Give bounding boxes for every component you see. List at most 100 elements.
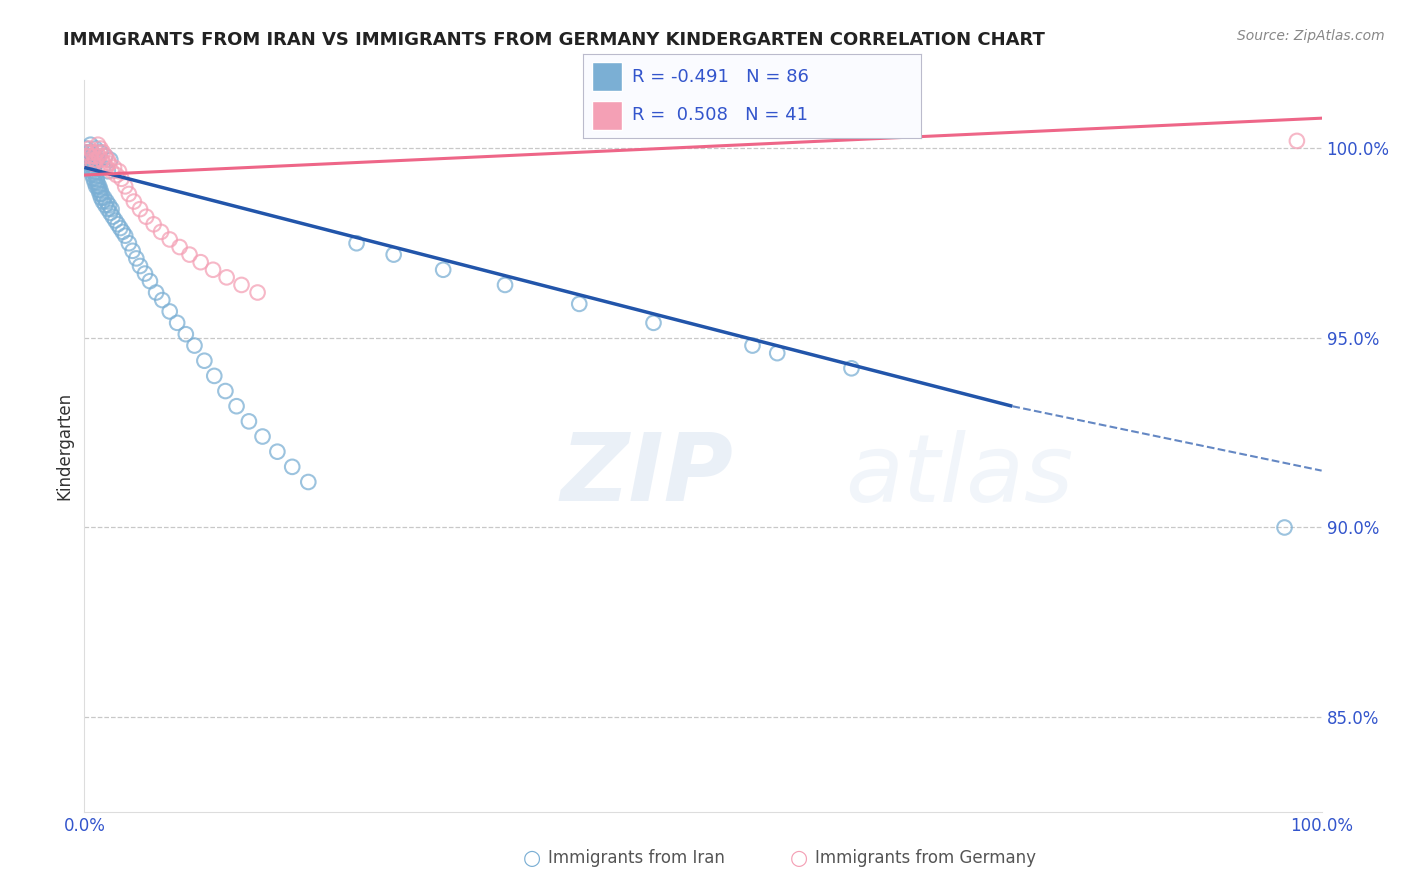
Text: R =  0.508   N = 41: R = 0.508 N = 41 [633, 106, 808, 124]
Point [98, 156, 121, 170]
Point [183, 338, 205, 352]
Point [1274, 520, 1296, 534]
Point [82, 149, 104, 163]
Point [83, 171, 105, 186]
Point [432, 262, 454, 277]
Y-axis label: Kindergarten: Kindergarten [55, 392, 73, 500]
Point [76, 145, 98, 160]
Point [84, 153, 107, 167]
Point [86, 176, 108, 190]
Point [346, 236, 368, 251]
Point [766, 346, 789, 360]
Point [79, 137, 101, 152]
Point [159, 304, 181, 318]
Point [122, 194, 145, 209]
Point [79, 161, 101, 175]
Point [97, 164, 120, 178]
Point [238, 414, 260, 428]
Point [139, 274, 162, 288]
Point [89, 186, 111, 201]
Point [118, 186, 141, 201]
Point [382, 247, 405, 261]
Point [93, 191, 115, 205]
Point [97, 202, 120, 216]
Point [134, 267, 156, 281]
Point [215, 270, 238, 285]
Point [89, 183, 111, 197]
Point [103, 161, 125, 175]
Point [82, 168, 104, 182]
Point [97, 153, 120, 167]
Point [225, 399, 247, 413]
Point [79, 141, 101, 155]
Point [100, 164, 122, 178]
Point [94, 149, 117, 163]
Point [98, 198, 121, 212]
Point [94, 149, 117, 163]
Point [252, 429, 274, 443]
Point [77, 156, 100, 170]
Point [129, 202, 152, 216]
Point [82, 156, 104, 170]
Point [79, 149, 101, 163]
Point [150, 293, 173, 307]
Bar [592, 101, 623, 130]
Point [82, 161, 104, 175]
Point [79, 153, 101, 167]
Point [169, 240, 191, 254]
Point [96, 194, 118, 209]
Point [80, 164, 103, 178]
Point [145, 285, 167, 300]
Point [89, 179, 111, 194]
Point [121, 244, 143, 258]
Text: ZIP: ZIP [561, 429, 734, 521]
Point [135, 210, 157, 224]
Point [125, 252, 148, 266]
Bar [592, 62, 623, 91]
Point [83, 149, 105, 163]
Point [84, 141, 107, 155]
Point [643, 316, 665, 330]
Point [77, 153, 100, 167]
Point [129, 259, 152, 273]
Point [114, 228, 136, 243]
Point [841, 361, 863, 376]
Point [75, 149, 97, 163]
Point [87, 183, 110, 197]
Point [94, 198, 117, 212]
Point [83, 164, 105, 178]
Point [179, 247, 201, 261]
Point [266, 444, 288, 458]
Point [246, 285, 269, 300]
Point [86, 153, 108, 167]
Point [110, 171, 132, 186]
Text: Immigrants from Germany: Immigrants from Germany [815, 849, 1036, 867]
Point [104, 213, 127, 227]
Text: R = -0.491   N = 86: R = -0.491 N = 86 [633, 69, 810, 87]
Point [93, 156, 115, 170]
Text: IMMIGRANTS FROM IRAN VS IMMIGRANTS FROM GERMANY KINDERGARTEN CORRELATION CHART: IMMIGRANTS FROM IRAN VS IMMIGRANTS FROM … [63, 31, 1045, 49]
Point [76, 145, 98, 160]
Point [741, 338, 763, 352]
Point [80, 145, 103, 160]
Point [86, 171, 108, 186]
Point [568, 297, 591, 311]
Point [110, 221, 132, 235]
Point [89, 145, 111, 160]
Point [79, 149, 101, 163]
Text: Immigrants from Iran: Immigrants from Iran [548, 849, 725, 867]
Point [87, 179, 110, 194]
Point [105, 168, 128, 182]
Point [114, 179, 136, 194]
Point [96, 161, 118, 175]
Point [91, 145, 114, 160]
Text: Source: ZipAtlas.com: Source: ZipAtlas.com [1237, 29, 1385, 43]
Point [494, 277, 516, 292]
Point [100, 202, 122, 216]
Point [84, 179, 107, 194]
Point [77, 153, 100, 167]
Point [77, 145, 100, 160]
Point [142, 217, 165, 231]
Point [202, 368, 225, 383]
Point [91, 194, 114, 209]
